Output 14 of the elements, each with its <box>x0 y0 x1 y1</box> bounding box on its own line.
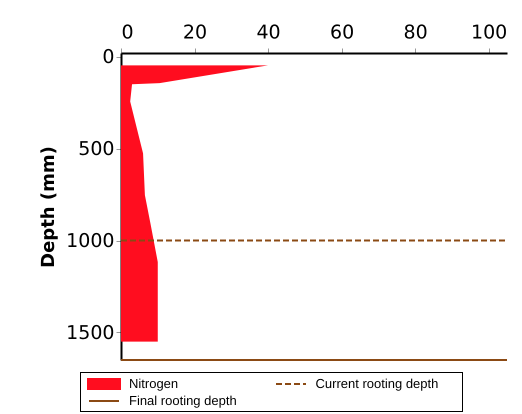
y-tick-label: 1500 <box>66 322 114 344</box>
y-tick-label: 1000 <box>66 230 114 252</box>
y-tick-label: 500 <box>78 138 114 160</box>
legend-label: Current rooting depth <box>316 376 438 391</box>
y-axis-title: Depth (mm) <box>38 146 60 268</box>
legend-label: Nitrogen <box>129 376 178 391</box>
x-tick-label: 100 <box>470 22 508 44</box>
x-tick-label: 0 <box>122 22 134 44</box>
legend-label: Final rooting depth <box>129 393 237 408</box>
x-tick-label: 80 <box>404 22 428 44</box>
x-tick-label: 40 <box>256 22 281 44</box>
y-tick-label: 0 <box>102 46 114 68</box>
x-tick-label: 20 <box>182 22 208 44</box>
x-tick-label: 60 <box>330 22 354 44</box>
